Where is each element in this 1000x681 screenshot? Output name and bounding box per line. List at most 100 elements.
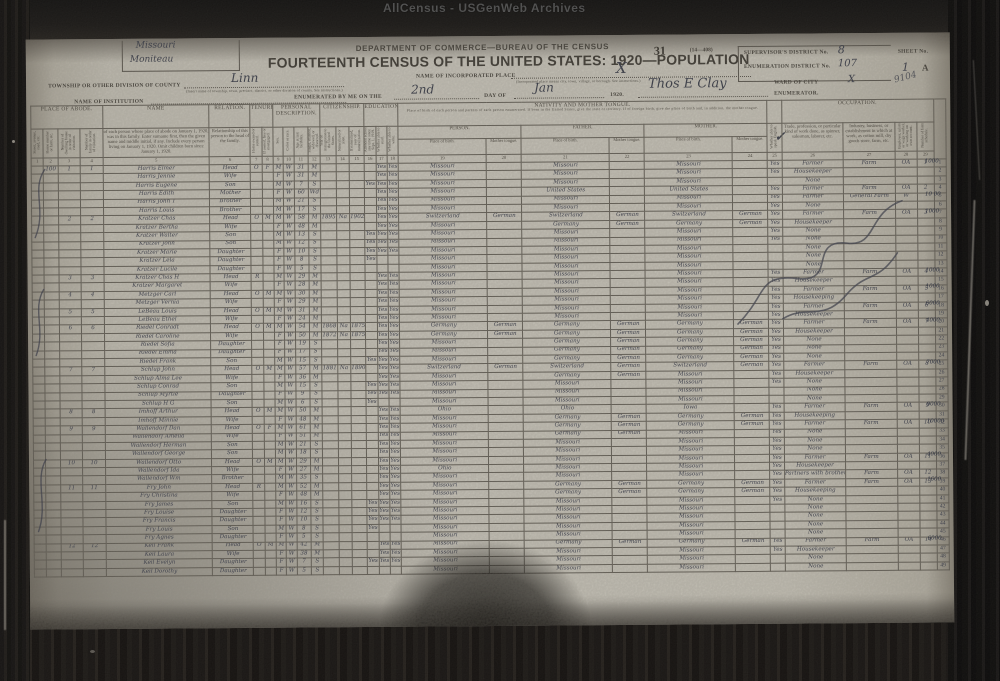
cell: Yes: [387, 205, 399, 214]
cell: [351, 524, 368, 533]
cell: M: [275, 407, 286, 416]
cell: [263, 399, 276, 408]
cell: [895, 251, 919, 261]
cell: M: [310, 465, 323, 475]
cell: [83, 517, 106, 527]
cell: [349, 205, 365, 214]
column-header: 22: [609, 153, 645, 162]
column-header: Place of birth.: [521, 137, 610, 155]
cell: Yes: [387, 188, 399, 197]
cell: Yes: [375, 171, 388, 181]
cell: F: [261, 164, 274, 173]
cell: [60, 501, 84, 510]
cell: [320, 163, 336, 173]
cell: [265, 566, 277, 576]
column-header: 17: [375, 155, 388, 164]
cell: Yes: [388, 381, 401, 390]
cell: [43, 207, 59, 217]
cell: [349, 230, 366, 240]
cell: Yes: [378, 507, 390, 516]
cell: None: [785, 562, 847, 572]
cell: Yes: [767, 160, 782, 169]
cell: Wife: [210, 332, 253, 341]
cell: [45, 451, 61, 460]
cell: Yes: [387, 230, 399, 239]
cell: [365, 280, 377, 290]
cell: S: [309, 356, 322, 366]
cell: [321, 356, 338, 366]
cell: [367, 532, 379, 542]
cell: [897, 461, 920, 470]
column-header: [767, 100, 782, 124]
cell: [59, 358, 82, 368]
cell: 4: [58, 291, 82, 301]
column-header: Whether able to read.: [375, 126, 387, 156]
cell: Wife: [212, 466, 254, 476]
cell: [364, 163, 376, 172]
cell: S: [308, 239, 322, 248]
cell: 6: [295, 398, 310, 408]
cell: [263, 348, 275, 358]
cell: 1: [57, 165, 81, 175]
cell: [488, 380, 524, 390]
cell: [895, 259, 919, 269]
cell: W: [285, 373, 296, 383]
cell: Yes: [389, 498, 402, 508]
cell: [365, 322, 378, 332]
cell: [486, 204, 522, 213]
cell: [486, 162, 522, 171]
cell: 31: [294, 306, 310, 316]
cell: [349, 197, 365, 206]
cell: [338, 566, 353, 575]
cell: [33, 442, 46, 452]
cell: [895, 243, 918, 252]
cell: [262, 298, 275, 307]
cell: [252, 374, 264, 383]
cell: O: [250, 164, 262, 173]
cell: [44, 308, 60, 318]
cell: Yes: [365, 247, 377, 256]
cell: [321, 264, 337, 273]
cell: M: [309, 314, 322, 324]
cell: [81, 333, 105, 342]
cell: Yes: [388, 364, 400, 374]
cell: Na: [337, 331, 351, 340]
cell: Yes: [387, 221, 399, 231]
incorporated-label: NAME OF INCORPORATED PLACE: [415, 72, 516, 80]
cell: M: [274, 273, 285, 282]
cell: 51: [295, 432, 311, 441]
cell: Yes: [378, 473, 390, 483]
cell: Yes: [376, 280, 389, 290]
cell: 24: [294, 314, 310, 324]
cell: M: [263, 407, 276, 416]
cell: [769, 395, 784, 404]
cell: Mother: [209, 189, 251, 199]
cell: [251, 298, 264, 308]
scan-scratch: [964, 200, 976, 460]
margin-value: 1000: [925, 208, 940, 215]
cell: R: [251, 273, 263, 282]
cell: Yes: [769, 378, 784, 387]
cell: 42: [296, 541, 312, 550]
cell: [364, 222, 377, 231]
cell: Keil Dorothy: [106, 567, 213, 577]
cell: M: [311, 541, 324, 550]
cell: [322, 398, 338, 408]
line-number: 41: [936, 494, 949, 504]
cell: W: [284, 331, 296, 341]
cell: [366, 364, 378, 374]
cell: [486, 220, 522, 230]
cell: Yes: [378, 456, 390, 466]
cell: [60, 509, 84, 519]
cell: F: [273, 222, 285, 232]
cell: [919, 385, 936, 395]
cell: Yes: [364, 180, 376, 189]
cell: [350, 398, 367, 407]
cell: [58, 232, 81, 242]
cell: [733, 227, 769, 237]
cell: F: [274, 298, 285, 307]
cell: 21: [295, 440, 311, 450]
cell: M: [264, 457, 276, 467]
column-header: Color or race.: [283, 127, 294, 157]
cell: [45, 459, 61, 469]
